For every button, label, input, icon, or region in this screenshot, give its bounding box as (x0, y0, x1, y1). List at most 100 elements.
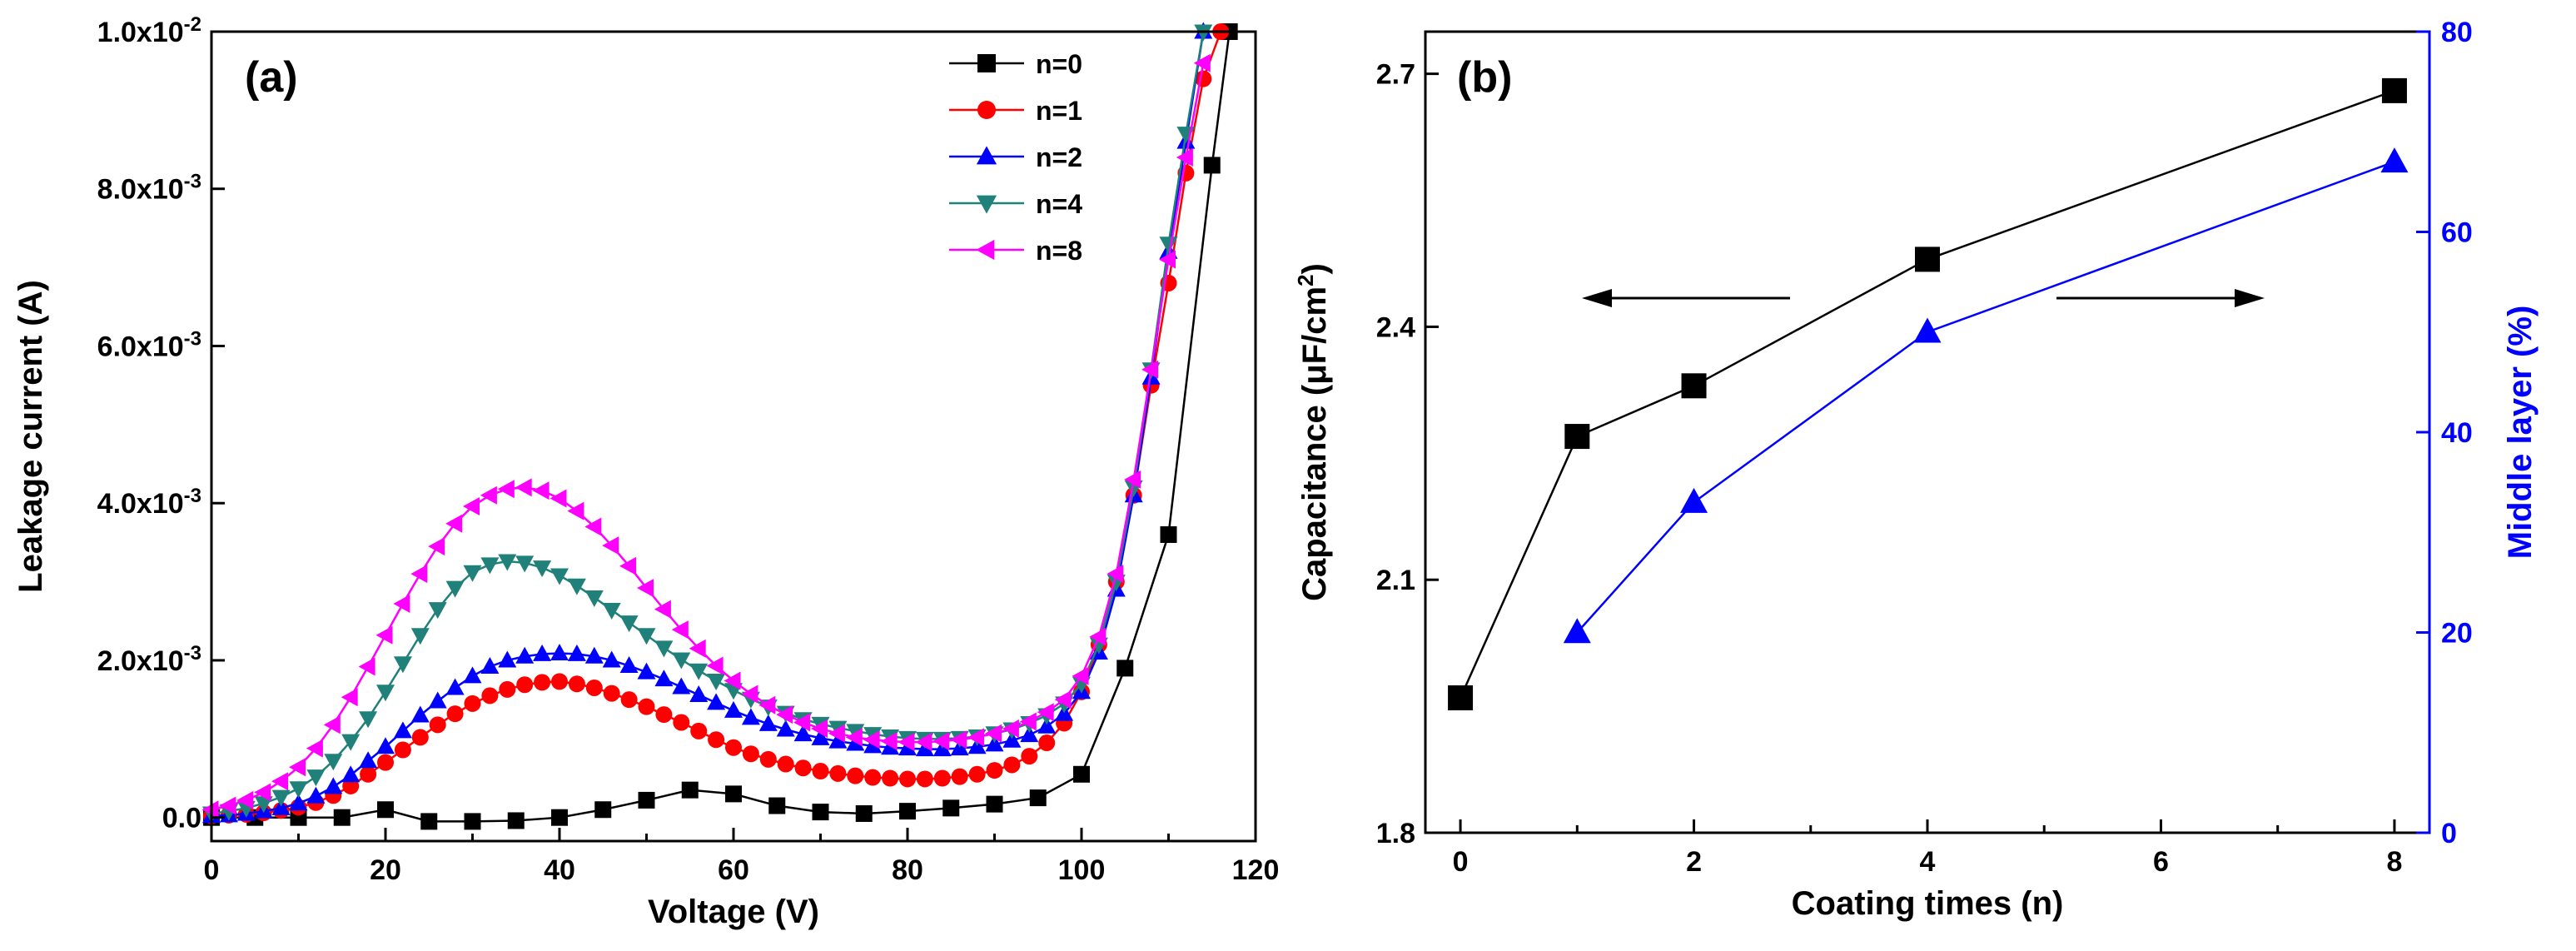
panel-b-y2-tick-label: 60 (2441, 217, 2473, 249)
panel-a-data-point (1003, 756, 1021, 774)
panel-a-label: (a) (245, 53, 298, 102)
panel-a-data-point (620, 691, 638, 709)
panel-b-series-line (1576, 161, 2395, 634)
panel-a-data-point (1141, 360, 1159, 379)
panel-a-data-point (341, 765, 361, 783)
panel-a-data-point (410, 565, 428, 584)
panel-a-data-point (603, 685, 620, 702)
panel-b-data-point (1681, 373, 1707, 399)
panel-a-data-point (1124, 470, 1141, 489)
panel-a-data-point (811, 719, 828, 739)
panel-a-x-tick-label: 20 (370, 854, 401, 886)
right-arrow-head (2235, 289, 2265, 307)
panel-b-data-point (1564, 424, 1590, 450)
panel-a-y-tick-label: 2.0x10-3 (97, 641, 201, 677)
panel-a-data-point (324, 754, 343, 771)
panel-a-data-point (445, 514, 463, 533)
panel-a-data-point (899, 803, 916, 820)
panel-a-data-point (654, 670, 674, 687)
legend-label: n=2 (1036, 142, 1082, 172)
legend-marker (977, 101, 996, 119)
panel-a-data-point (254, 783, 271, 802)
panel-a-data-point (619, 556, 637, 575)
panel-a-data-point (741, 685, 758, 704)
panel-a-data-point (619, 656, 639, 674)
panel-a-data-point (376, 737, 395, 754)
panel-a-series-n=8 (201, 53, 1211, 819)
panel-a-data-point (602, 536, 619, 555)
panel-a-data-point (1020, 725, 1039, 743)
panel-a-data-point (986, 762, 1003, 779)
panel-a-data-point (1038, 734, 1056, 752)
panel-a-data-point (619, 615, 639, 633)
panel-a-data-point (933, 769, 951, 787)
panel-a-data-point (584, 646, 604, 664)
panel-a-data-point (498, 650, 517, 668)
panel-b-data-point (1448, 685, 1474, 710)
panel-a-data-point (445, 678, 465, 695)
panel-b-right-axis-label: Middle layer (%) (2502, 306, 2539, 560)
panel-a-x-tick-label: 80 (892, 854, 923, 886)
panel-a-data-point (1176, 147, 1193, 167)
panel-a-data-point (637, 579, 654, 598)
panel-a-data-point (932, 732, 950, 751)
panel-a-y-axis-label: Leakage current (A) (12, 280, 49, 593)
panel-b-y-axis-label-unit: μF/cm (1296, 286, 1333, 385)
panel-a-data-point (376, 685, 395, 702)
panel-a-y-tick-label: 8.0x10-3 (97, 170, 201, 206)
legend-marker (976, 195, 997, 214)
panel-b-y2-tick-label: 0 (2441, 818, 2457, 849)
panel-a-data-point (768, 797, 786, 814)
panel-a-data-point (638, 698, 655, 715)
panel-a-data-point (985, 724, 1002, 743)
panel-b-x-tick-label: 4 (1920, 846, 1936, 878)
panel-a-y-tick-label: 6.0x10-3 (97, 327, 201, 363)
panel-a-data-point (515, 555, 535, 573)
panel-a-data-point (463, 496, 480, 515)
panel-a-data-point (776, 719, 795, 737)
panel-a-data-point (359, 711, 378, 729)
panel-a-x-tick-label: 100 (1058, 854, 1106, 886)
panel-b-series-layer (1448, 77, 2409, 710)
panel-a-data-point (497, 480, 515, 499)
panel-a-x-tick-label: 0 (204, 854, 220, 886)
panel-a-data-point (420, 813, 438, 830)
panel-a-data-point (594, 801, 612, 819)
panel-a-data-point (254, 796, 273, 814)
panel-b-y-tick-label: 2.7 (1376, 59, 1415, 91)
panel-a-series-layer (201, 22, 1238, 830)
panel-a-data-point (812, 763, 829, 780)
panel-a-data-point (550, 489, 567, 508)
panel-a-data-point (567, 644, 586, 661)
panel-a-y-tick-label: 1.0x10-2 (97, 13, 201, 49)
panel-a-data-point (707, 673, 726, 690)
panel-a-data-point (499, 680, 516, 698)
panel-b-series-left (1448, 77, 2407, 710)
panel-a-data-point (793, 724, 813, 742)
panel-a-data-point (515, 478, 532, 497)
panel-b-y-axis-label-suffix: ) (1296, 263, 1333, 274)
panel-b-data-point (2381, 77, 2407, 103)
panel-a-data-point (1021, 748, 1038, 765)
panel-a-series-line (211, 31, 1205, 815)
panel-a-data-point (847, 767, 864, 784)
panel-a-x-tick-label: 40 (544, 854, 575, 886)
panel-a-data-point (602, 603, 621, 620)
panel-a-data-point (1073, 765, 1090, 783)
panel-a-data-point (533, 644, 552, 661)
panel-a-data-point (377, 754, 394, 771)
panel-a-data-point (445, 580, 465, 598)
panel-b-data-point (1563, 618, 1591, 644)
panel-a-data-point (551, 809, 568, 826)
panel-b-y2-tick-label: 20 (2441, 618, 2473, 650)
panel-a-data-point (271, 789, 291, 807)
panel-b-y-axis-label-prefix: Capacitance ( (1296, 384, 1333, 601)
panel-a-data-point (986, 795, 1003, 813)
panel-a-data-point (515, 646, 535, 664)
panel-a-data-point (289, 794, 308, 811)
panel-b-y-axis-label: Capacitance (μF/cm2) (1293, 263, 1333, 601)
panel-a-data-point (793, 713, 811, 732)
panel-a-data-point (359, 751, 378, 769)
panel-a-data-point (759, 750, 777, 768)
panel-a-data-point (568, 675, 585, 693)
